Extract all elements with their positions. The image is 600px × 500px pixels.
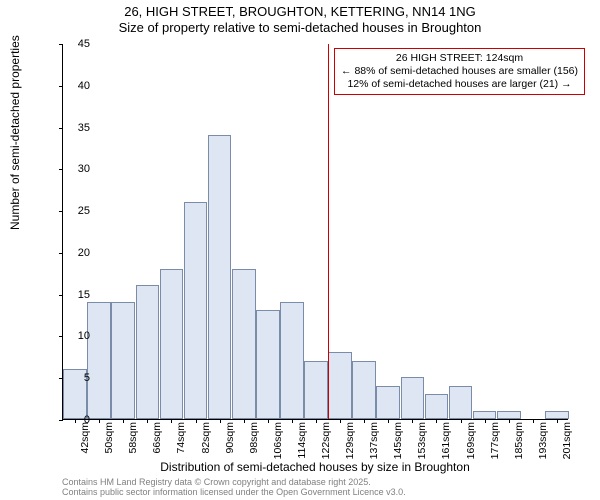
x-tick-label: 201sqm — [561, 422, 573, 459]
x-tick-mark — [340, 419, 341, 423]
histogram-bar — [136, 285, 160, 419]
y-tick-label: 25 — [64, 205, 90, 217]
y-tick-label: 20 — [64, 247, 90, 259]
x-tick-mark — [461, 419, 462, 423]
x-tick-mark — [485, 419, 486, 423]
x-tick-label: 169sqm — [465, 422, 477, 459]
x-tick-label: 193sqm — [537, 422, 549, 459]
y-tick-mark — [59, 169, 63, 170]
x-tick-label: 177sqm — [489, 422, 501, 459]
y-tick-label: 5 — [64, 372, 90, 384]
x-tick-label: 145sqm — [392, 422, 404, 459]
x-tick-mark — [147, 419, 148, 423]
x-tick-mark — [99, 419, 100, 423]
title-line-2: Size of property relative to semi-detach… — [0, 20, 600, 36]
x-tick-mark — [388, 419, 389, 423]
histogram-bar — [208, 135, 232, 419]
y-tick-label: 0 — [64, 414, 90, 426]
histogram-bar — [352, 361, 376, 419]
x-tick-mark — [196, 419, 197, 423]
y-axis-label: Number of semi-detached properties — [8, 35, 22, 230]
histogram-bar — [328, 352, 352, 419]
y-tick-label: 40 — [64, 80, 90, 92]
footnote: Contains HM Land Registry data © Crown c… — [62, 478, 406, 498]
x-tick-mark — [244, 419, 245, 423]
histogram-bar — [449, 386, 473, 419]
x-tick-label: 106sqm — [272, 422, 284, 459]
x-tick-mark — [268, 419, 269, 423]
x-tick-mark — [533, 419, 534, 423]
x-tick-mark — [292, 419, 293, 423]
x-tick-mark — [316, 419, 317, 423]
x-tick-mark — [171, 419, 172, 423]
x-tick-mark — [364, 419, 365, 423]
x-tick-label: 82sqm — [200, 422, 212, 454]
x-tick-mark — [220, 419, 221, 423]
x-tick-label: 42sqm — [79, 422, 91, 454]
footnote-line-2: Contains public sector information licen… — [62, 488, 406, 498]
x-tick-mark — [557, 419, 558, 423]
histogram-bar — [425, 394, 449, 419]
x-tick-label: 137sqm — [368, 422, 380, 459]
x-tick-label: 185sqm — [513, 422, 525, 459]
y-tick-label: 30 — [64, 163, 90, 175]
x-tick-label: 50sqm — [103, 422, 115, 454]
x-tick-label: 98sqm — [248, 422, 260, 454]
histogram-bar — [280, 302, 304, 419]
x-tick-label: 114sqm — [296, 422, 308, 459]
y-tick-label: 35 — [64, 122, 90, 134]
plot-area: 42sqm50sqm58sqm66sqm74sqm82sqm90sqm98sqm… — [62, 44, 568, 420]
x-tick-label: 90sqm — [224, 422, 236, 454]
y-tick-label: 10 — [64, 330, 90, 342]
callout-line-2: ← 88% of semi-detached houses are smalle… — [341, 65, 578, 78]
histogram-bar — [160, 269, 184, 419]
histogram-bar — [304, 361, 328, 419]
x-tick-mark — [412, 419, 413, 423]
y-tick-mark — [59, 420, 63, 421]
y-tick-mark — [59, 295, 63, 296]
callout-line-3: 12% of semi-detached houses are larger (… — [341, 78, 578, 91]
x-tick-label: 122sqm — [320, 422, 332, 459]
x-tick-label: 58sqm — [127, 422, 139, 454]
highlight-line — [328, 44, 329, 419]
histogram-bar — [256, 310, 280, 419]
histogram-bar — [184, 202, 208, 419]
histogram-bar — [497, 411, 521, 419]
y-tick-mark — [59, 128, 63, 129]
callout-box: 26 HIGH STREET: 124sqm← 88% of semi-deta… — [334, 48, 585, 95]
histogram-bar — [545, 411, 569, 419]
chart-title-block: 26, HIGH STREET, BROUGHTON, KETTERING, N… — [0, 0, 600, 37]
y-tick-label: 45 — [64, 38, 90, 50]
y-tick-mark — [59, 211, 63, 212]
histogram-bar — [376, 386, 400, 419]
x-tick-mark — [123, 419, 124, 423]
histogram-bar — [473, 411, 497, 419]
x-axis-label: Distribution of semi-detached houses by … — [62, 460, 568, 474]
y-tick-mark — [59, 253, 63, 254]
x-tick-mark — [509, 419, 510, 423]
histogram-bar — [87, 302, 111, 419]
x-tick-label: 153sqm — [416, 422, 428, 459]
callout-line-1: 26 HIGH STREET: 124sqm — [341, 52, 578, 65]
x-tick-label: 129sqm — [344, 422, 356, 459]
histogram-bar — [111, 302, 135, 419]
y-tick-mark — [59, 336, 63, 337]
histogram-bar — [401, 377, 425, 419]
x-tick-label: 161sqm — [440, 422, 452, 459]
x-tick-label: 74sqm — [175, 422, 187, 454]
y-tick-mark — [59, 44, 63, 45]
title-line-1: 26, HIGH STREET, BROUGHTON, KETTERING, N… — [0, 4, 600, 20]
y-tick-label: 15 — [64, 289, 90, 301]
x-tick-mark — [436, 419, 437, 423]
y-tick-mark — [59, 86, 63, 87]
x-tick-label: 66sqm — [151, 422, 163, 454]
histogram-bar — [232, 269, 256, 419]
